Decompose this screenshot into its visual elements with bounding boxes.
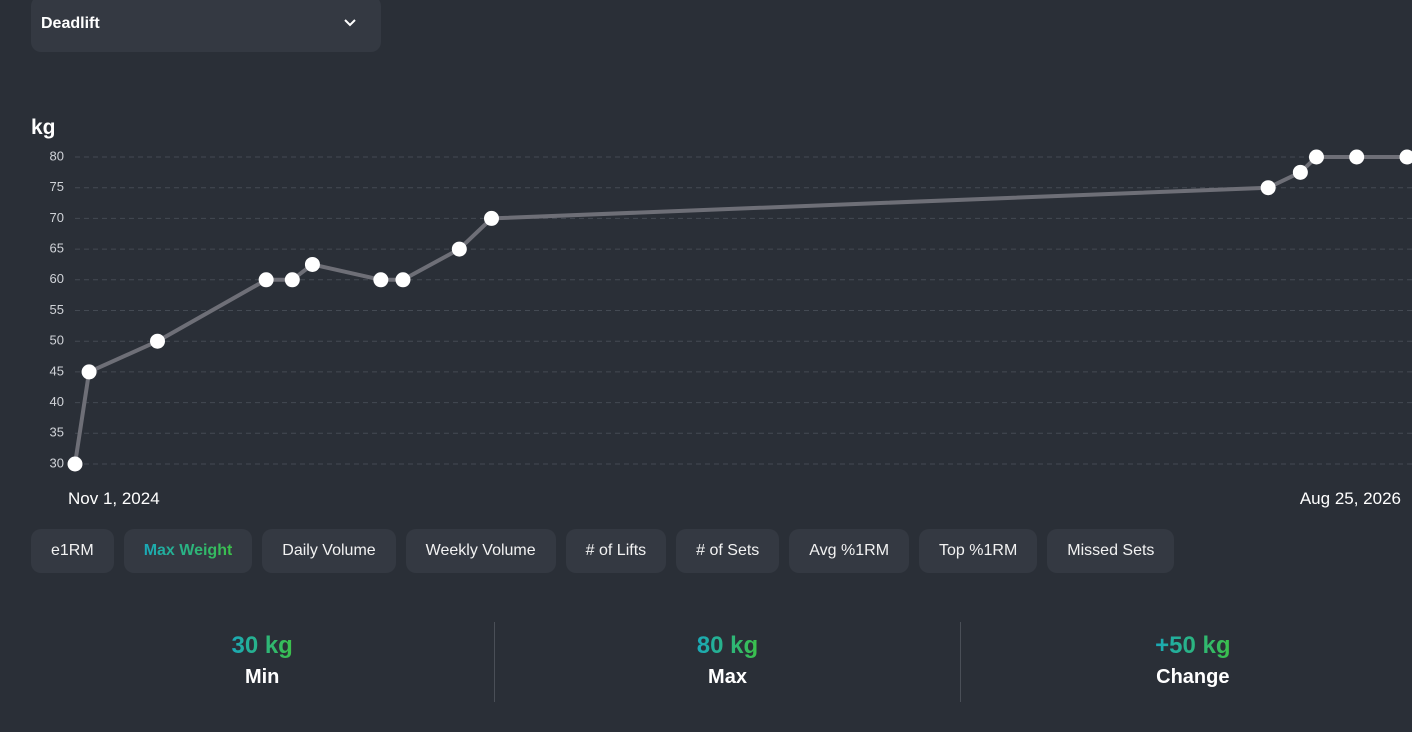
data-point <box>451 241 467 257</box>
stat-label: Min <box>244 666 280 688</box>
data-point <box>1292 164 1308 180</box>
metric-tab[interactable]: Missed Sets <box>1047 529 1175 573</box>
tab-label: Missed Sets <box>1067 542 1155 559</box>
tab-label: Daily Volume <box>282 542 376 559</box>
chart: kg 30 35 40 45 50 55 60 65 70 75 80 Nov 1, 2024 Aug … <box>31 116 1412 508</box>
y-tick-label: 35 <box>50 425 64 440</box>
data-point <box>149 333 165 349</box>
tab-label: Top %1RM <box>939 542 1018 559</box>
tab-label: Weekly Volume <box>425 542 536 559</box>
data-point <box>484 210 500 226</box>
data-point <box>304 256 320 272</box>
metric-tab[interactable]: Weekly Volume <box>405 529 556 573</box>
data-point <box>284 272 300 288</box>
y-tick-label: 60 <box>50 271 64 286</box>
chevron-icon <box>344 19 356 27</box>
stat-label: Change <box>1156 666 1230 688</box>
y-tick-label: 70 <box>50 210 64 225</box>
stat-value: 30 kg <box>231 632 293 659</box>
tab-label: Max Weight <box>143 542 233 559</box>
x-tick-label: Aug 25, 2026 <box>1300 489 1401 508</box>
dropdown-label: Deadlift <box>41 15 100 32</box>
stats-row: 30 kg Min 80 kg Max +50 kg Change <box>30 622 1412 702</box>
tab-label: e1RM <box>51 542 94 559</box>
tab-label: # of Sets <box>696 542 760 559</box>
data-point <box>1349 149 1365 165</box>
data-point <box>67 456 83 472</box>
y-tick-label: 30 <box>50 455 64 470</box>
y-tick-label: 55 <box>50 302 64 317</box>
metric-tab[interactable]: Top %1RM <box>919 529 1038 573</box>
metric-tab[interactable]: Avg %1RM <box>789 529 910 573</box>
metric-tab[interactable]: Daily Volume <box>262 529 396 573</box>
data-point <box>1260 180 1276 196</box>
exercise-dropdown[interactable]: Deadlift <box>31 0 381 52</box>
metric-tab[interactable]: Max Weight <box>123 529 253 573</box>
y-tick-label: 80 <box>50 148 64 163</box>
stat: 30 kg Min <box>30 622 494 702</box>
y-tick-label: 65 <box>50 241 64 256</box>
metric-tabs: e1RM Max Weight Daily Volume Weekly Volume #… <box>31 529 1175 573</box>
stat: +50 kg Change <box>959 622 1412 702</box>
y-tick-label: 40 <box>50 394 64 409</box>
data-point <box>1399 149 1412 165</box>
stat: 80 kg Max <box>494 622 959 702</box>
y-tick-label: 75 <box>50 179 64 194</box>
y-tick-label: 50 <box>50 333 64 348</box>
y-tick-label: 45 <box>50 363 64 378</box>
data-point <box>258 272 274 288</box>
data-point <box>1308 149 1324 165</box>
data-point <box>373 272 389 288</box>
metric-tab[interactable]: # of Sets <box>676 529 780 573</box>
tab-label: Avg %1RM <box>809 542 890 559</box>
stat-label: Max <box>708 666 747 688</box>
x-tick-label: Nov 1, 2024 <box>68 489 160 508</box>
data-point <box>81 364 97 380</box>
metric-tab[interactable]: # of Lifts <box>565 529 667 573</box>
stat-value: 80 kg <box>696 632 759 659</box>
y-axis-label: kg <box>31 116 56 139</box>
tab-label: # of Lifts <box>585 542 647 559</box>
data-point <box>395 272 411 288</box>
stat-value: +50 kg <box>1155 632 1231 659</box>
metric-tab[interactable]: e1RM <box>31 529 114 573</box>
